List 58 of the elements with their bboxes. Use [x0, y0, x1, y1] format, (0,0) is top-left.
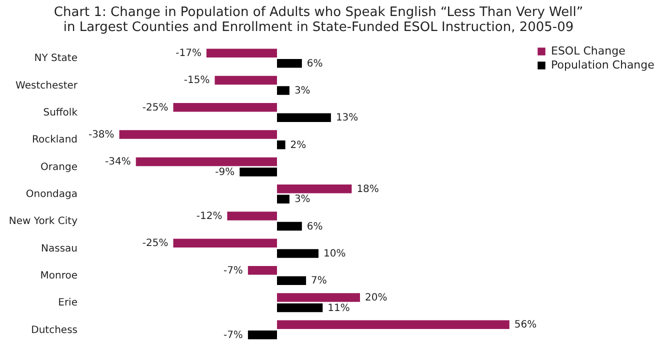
y-tick-label: Rockland — [32, 134, 78, 146]
data-label: 11% — [328, 302, 350, 314]
y-tick-label: Orange — [40, 162, 78, 173]
data-label: 3% — [294, 194, 310, 206]
y-tick-label: Dutchess — [31, 324, 78, 336]
bar — [277, 86, 290, 95]
y-tick-label: NY State — [34, 53, 78, 64]
data-label: -34% — [105, 156, 131, 168]
data-label: -7% — [223, 265, 243, 276]
data-label: 6% — [306, 221, 323, 232]
data-label: -17% — [176, 48, 202, 60]
bar — [136, 157, 277, 166]
data-label: -25% — [142, 238, 168, 250]
bar — [173, 238, 277, 248]
y-tick-label: Nassau — [41, 243, 78, 254]
bar — [277, 276, 306, 285]
data-label: 20% — [365, 292, 388, 304]
bar — [206, 48, 277, 58]
bar — [277, 303, 323, 312]
bar — [277, 320, 510, 330]
y-tick-label: Suffolk — [43, 108, 78, 119]
data-label: 18% — [356, 184, 379, 195]
bar — [277, 293, 360, 302]
bar — [227, 212, 277, 220]
legend-label: Population Change — [551, 58, 655, 72]
data-label: -9% — [215, 166, 235, 178]
data-label: -38% — [88, 130, 114, 141]
bar — [119, 130, 277, 139]
bar — [277, 222, 302, 231]
y-tick-label: Monroe — [40, 270, 78, 282]
data-label: 13% — [336, 112, 358, 124]
data-label: 3% — [294, 86, 310, 97]
legend-label: ESOL Change — [551, 44, 626, 58]
bar — [277, 113, 331, 122]
y-tick-label: Erie — [58, 298, 78, 309]
data-label: 56% — [514, 320, 537, 331]
data-label: 7% — [311, 276, 327, 287]
bar — [248, 266, 277, 275]
y-tick-label: New York City — [8, 216, 78, 228]
data-label: 10% — [324, 248, 346, 260]
data-label: -12% — [196, 211, 222, 222]
y-tick-label: Onondaga — [26, 189, 78, 200]
bar — [277, 140, 286, 150]
y-tick-label: Westchester — [16, 80, 78, 92]
bar — [173, 103, 277, 112]
data-label: -7% — [223, 330, 243, 341]
bar — [277, 58, 302, 68]
data-label: -15% — [184, 75, 210, 86]
bar — [277, 184, 352, 194]
bar — [277, 249, 318, 258]
data-label: -25% — [142, 102, 168, 114]
bar — [240, 168, 277, 176]
bar — [248, 330, 277, 340]
data-label: 2% — [290, 140, 306, 151]
bar — [277, 194, 290, 204]
data-label: 6% — [306, 58, 323, 70]
bar — [214, 76, 277, 85]
chart-title: Chart 1: Change in Population of Adults who Speak English “Less Than Very Well” in Largest Counties and Enrollment in State-Funded ESOL Instruction, 2005-09 — [54, 5, 584, 35]
